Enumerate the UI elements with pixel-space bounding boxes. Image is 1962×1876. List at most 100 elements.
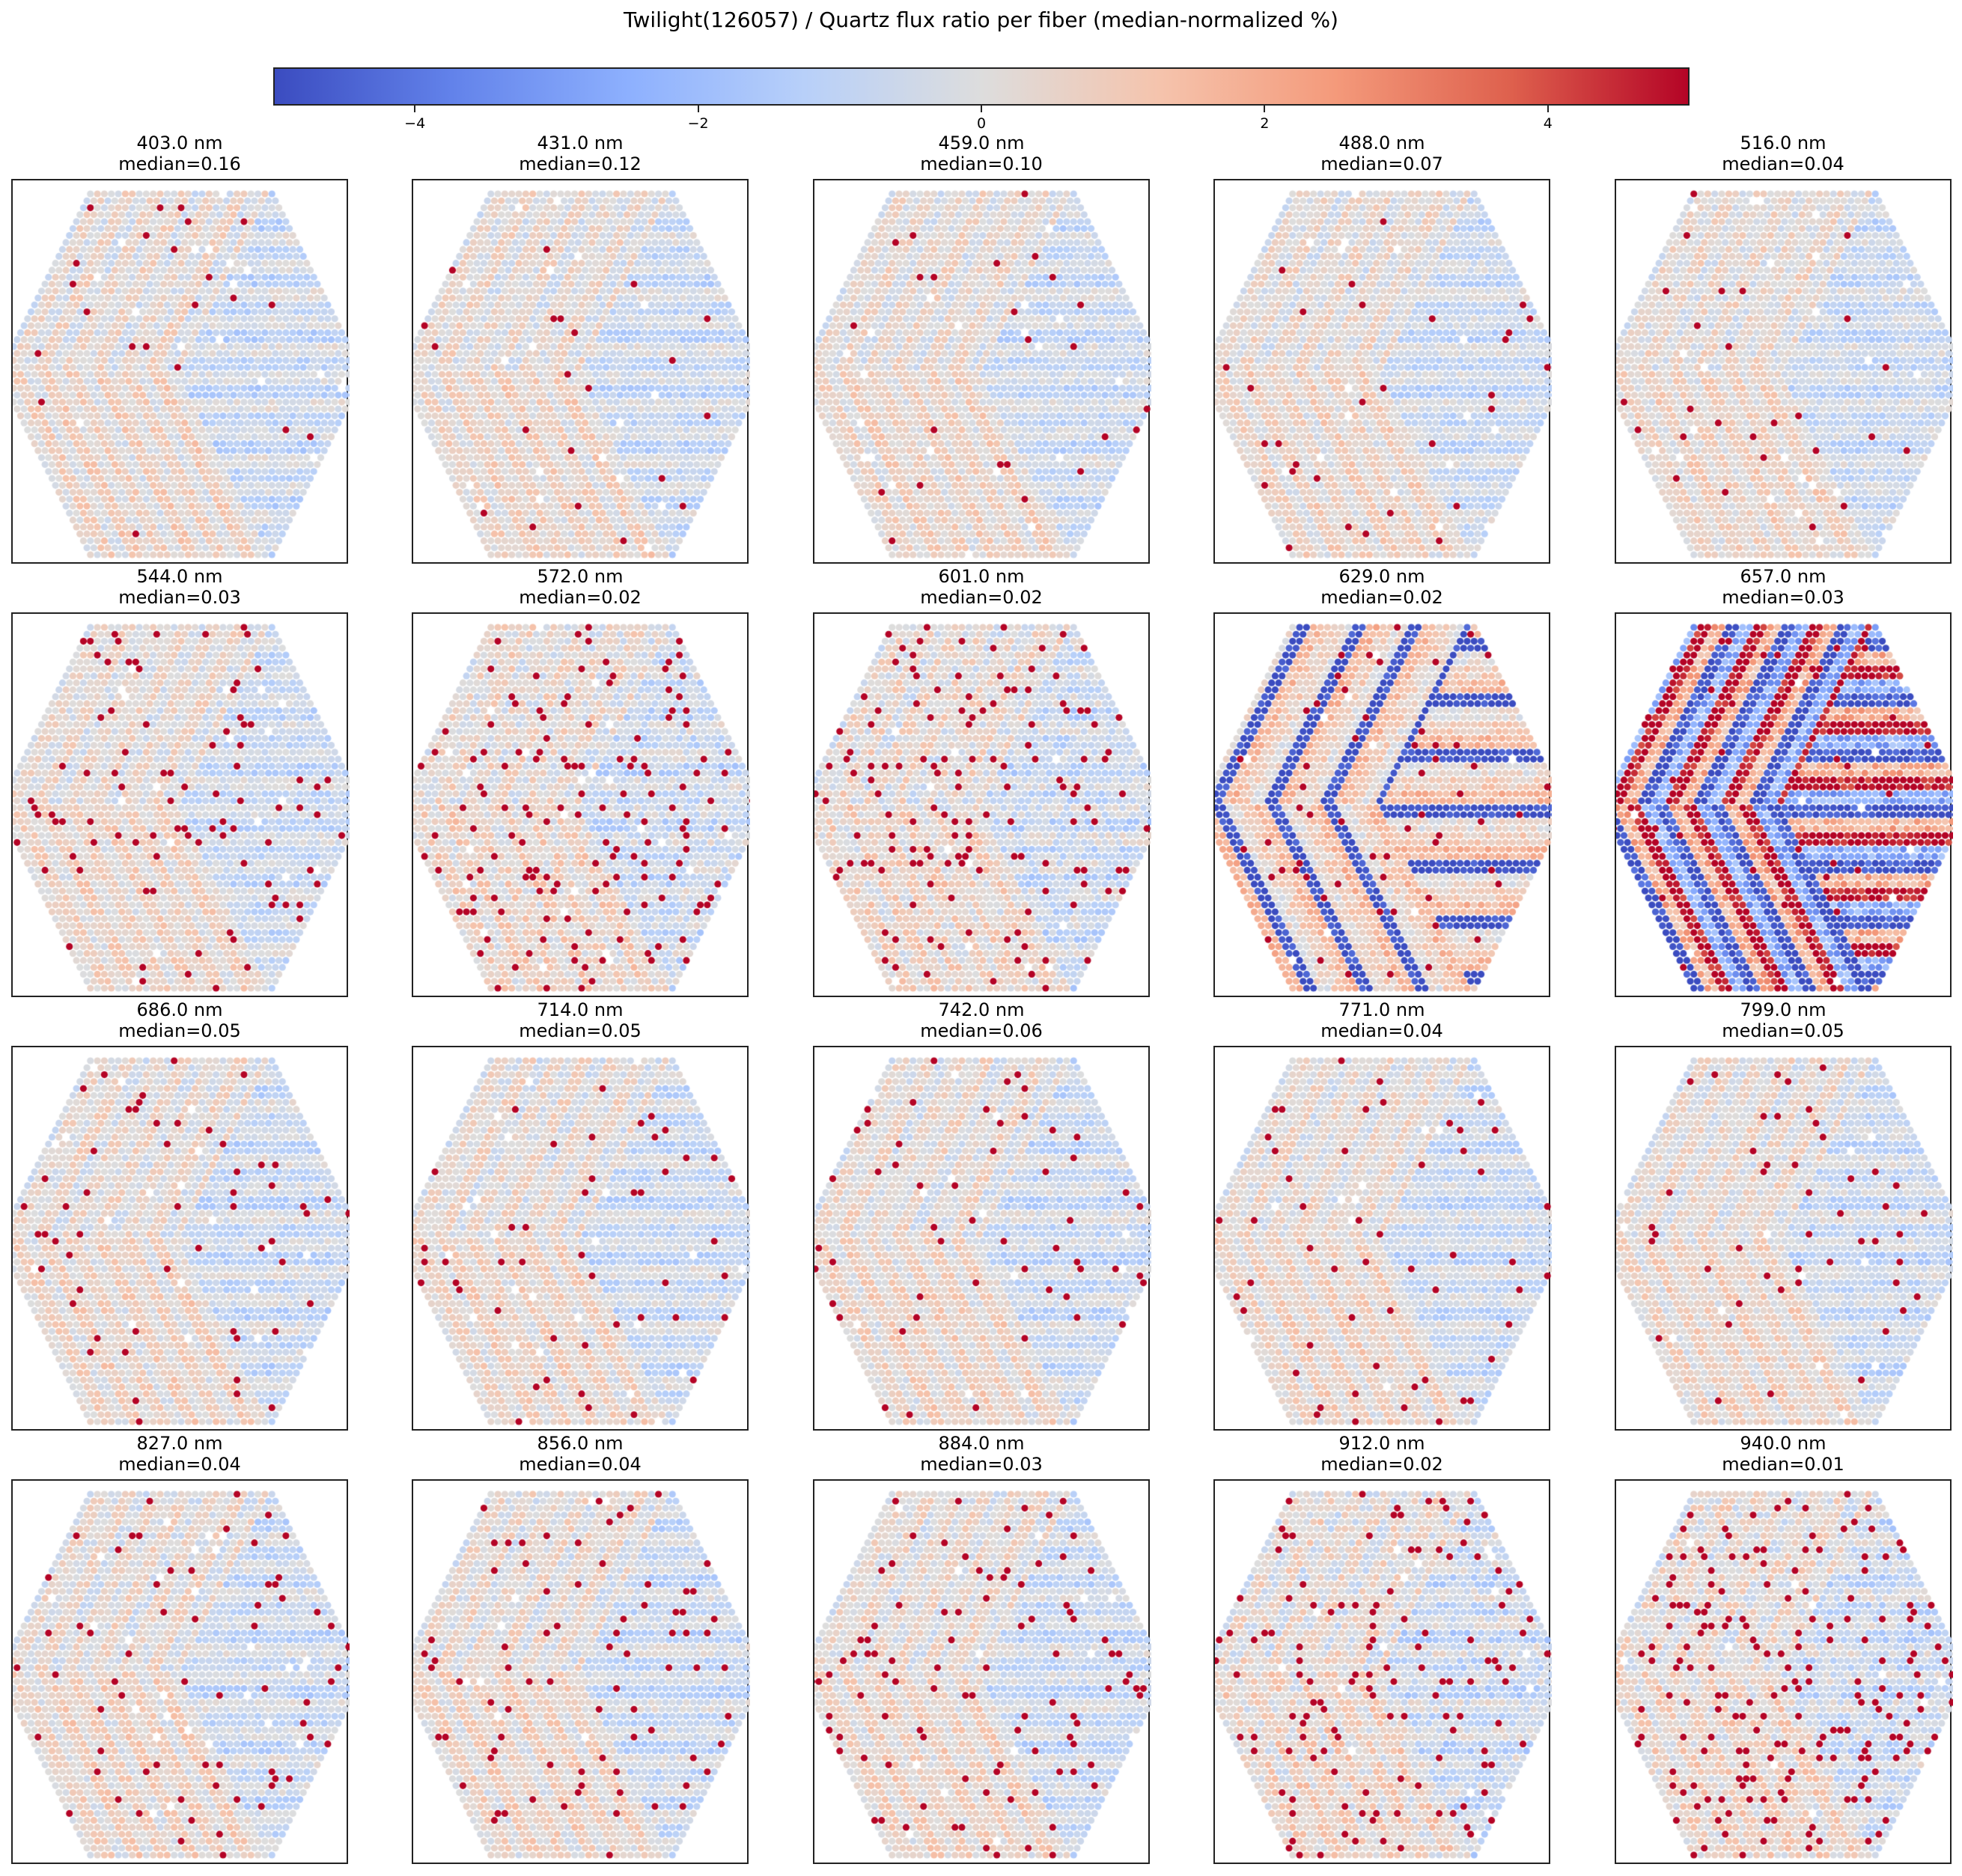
panel-wavelength: 572.0 nm xyxy=(537,566,624,587)
panel-median: median=0.04 xyxy=(1722,153,1844,174)
panel-wavelength: 629.0 nm xyxy=(1338,566,1425,587)
fiber-hexmap xyxy=(814,1481,1151,1866)
panel-wavelength: 799.0 nm xyxy=(1740,999,1827,1020)
fiber-hexmap xyxy=(13,614,350,999)
fiber-hexmap xyxy=(13,1481,350,1866)
fiber-hexmap xyxy=(1215,180,1552,565)
panel-title: 940.0 nm median=0.01 xyxy=(1615,1433,1952,1475)
fiber-hexmap xyxy=(814,180,1151,565)
fiber-hexmap xyxy=(1616,180,1953,565)
panel-median: median=0.02 xyxy=(519,587,642,608)
panel-title: 686.0 nm median=0.05 xyxy=(11,999,348,1041)
panel-wavelength: 657.0 nm xyxy=(1740,566,1827,587)
panel-title: 714.0 nm median=0.05 xyxy=(412,999,749,1041)
panel-median: median=0.02 xyxy=(920,587,1043,608)
panel-title: 516.0 nm median=0.04 xyxy=(1615,133,1952,174)
panel-median: median=0.03 xyxy=(118,587,241,608)
fiber-map-panel xyxy=(1213,179,1552,565)
colorbar xyxy=(273,67,1690,106)
fiber-hexmap xyxy=(413,180,750,565)
fiber-hexmap xyxy=(413,614,750,999)
panel-median: median=0.10 xyxy=(920,153,1043,174)
colorbar-tick-label: 2 xyxy=(1260,115,1270,132)
panel-median: median=0.01 xyxy=(1722,1454,1844,1475)
fiber-map-panel xyxy=(1615,1479,1953,1866)
panel-title: 544.0 nm median=0.03 xyxy=(11,566,348,608)
fiber-hexmap xyxy=(1215,614,1552,999)
fiber-map-panel xyxy=(412,1479,750,1866)
colorbar-tick-label: −2 xyxy=(687,115,709,132)
panel-title: 856.0 nm median=0.04 xyxy=(412,1433,749,1475)
fiber-hexmap xyxy=(1616,614,1953,999)
panel-median: median=0.02 xyxy=(1320,1454,1443,1475)
fiber-hexmap xyxy=(814,1047,1151,1432)
panel-median: median=0.04 xyxy=(118,1454,241,1475)
fiber-map-panel xyxy=(1213,612,1552,999)
panel-wavelength: 431.0 nm xyxy=(537,133,624,153)
fiber-map-panel xyxy=(813,1046,1151,1432)
panel-title: 572.0 nm median=0.02 xyxy=(412,566,749,608)
fiber-map-panel xyxy=(412,1046,750,1432)
fiber-hexmap xyxy=(13,180,350,565)
panel-title: 884.0 nm median=0.03 xyxy=(813,1433,1150,1475)
fiber-map-panel xyxy=(412,179,750,565)
panel-wavelength: 488.0 nm xyxy=(1338,133,1425,153)
panel-median: median=0.03 xyxy=(1722,587,1844,608)
panel-wavelength: 601.0 nm xyxy=(938,566,1025,587)
fiber-hexmap xyxy=(1215,1047,1552,1432)
fiber-hexmap xyxy=(413,1481,750,1866)
fiber-map-panel xyxy=(1213,1479,1552,1866)
fiber-hexmap xyxy=(413,1047,750,1432)
fiber-map-panel xyxy=(1615,1046,1953,1432)
panel-median: median=0.06 xyxy=(920,1020,1043,1041)
panel-title: 742.0 nm median=0.06 xyxy=(813,999,1150,1041)
fiber-hexmap xyxy=(13,1047,350,1432)
fiber-map-panel xyxy=(813,179,1151,565)
panel-title: 657.0 nm median=0.03 xyxy=(1615,566,1952,608)
panel-wavelength: 827.0 nm xyxy=(136,1433,223,1454)
panel-wavelength: 912.0 nm xyxy=(1338,1433,1425,1454)
fiber-map-panel xyxy=(412,612,750,999)
colorbar-tick-label: −4 xyxy=(404,115,426,132)
colorbar-tick xyxy=(1264,106,1266,112)
panel-median: median=0.04 xyxy=(1320,1020,1443,1041)
colorbar-tick xyxy=(981,106,982,112)
colorbar-tick-label: 4 xyxy=(1543,115,1553,132)
panel-title: 403.0 nm median=0.16 xyxy=(11,133,348,174)
panel-median: median=0.12 xyxy=(519,153,642,174)
panel-title: 488.0 nm median=0.07 xyxy=(1213,133,1550,174)
panel-wavelength: 544.0 nm xyxy=(136,566,223,587)
panel-wavelength: 403.0 nm xyxy=(136,133,223,153)
panel-median: median=0.05 xyxy=(1722,1020,1844,1041)
fiber-hexmap xyxy=(1616,1047,1953,1432)
fiber-map-panel xyxy=(1615,179,1953,565)
fiber-hexmap xyxy=(814,614,1151,999)
panel-title: 459.0 nm median=0.10 xyxy=(813,133,1150,174)
fiber-map-panel xyxy=(11,1046,350,1432)
fiber-map-panel xyxy=(813,612,1151,999)
panel-median: median=0.07 xyxy=(1320,153,1443,174)
fiber-map-panel xyxy=(813,1479,1151,1866)
panel-title: 431.0 nm median=0.12 xyxy=(412,133,749,174)
figure-title: Twilight(126057) / Quartz flux ratio per… xyxy=(624,7,1338,32)
panel-median: median=0.03 xyxy=(920,1454,1043,1475)
colorbar-tick xyxy=(697,106,699,112)
fiber-hexmap xyxy=(1616,1481,1953,1866)
panel-wavelength: 714.0 nm xyxy=(537,999,624,1020)
panel-title: 601.0 nm median=0.02 xyxy=(813,566,1150,608)
fiber-map-panel xyxy=(1615,612,1953,999)
panel-wavelength: 884.0 nm xyxy=(938,1433,1025,1454)
colorbar-tick-label: 0 xyxy=(976,115,987,132)
panel-median: median=0.05 xyxy=(519,1020,642,1041)
panel-wavelength: 771.0 nm xyxy=(1338,999,1425,1020)
panel-wavelength: 856.0 nm xyxy=(537,1433,624,1454)
panel-wavelength: 516.0 nm xyxy=(1740,133,1827,153)
colorbar-tick xyxy=(1547,106,1549,112)
fiber-map-panel xyxy=(1213,1046,1552,1432)
panel-wavelength: 742.0 nm xyxy=(938,999,1025,1020)
panel-title: 799.0 nm median=0.05 xyxy=(1615,999,1952,1041)
fiber-map-panel xyxy=(11,612,350,999)
fiber-hexmap xyxy=(1215,1481,1552,1866)
panel-median: median=0.16 xyxy=(118,153,241,174)
panel-title: 912.0 nm median=0.02 xyxy=(1213,1433,1550,1475)
